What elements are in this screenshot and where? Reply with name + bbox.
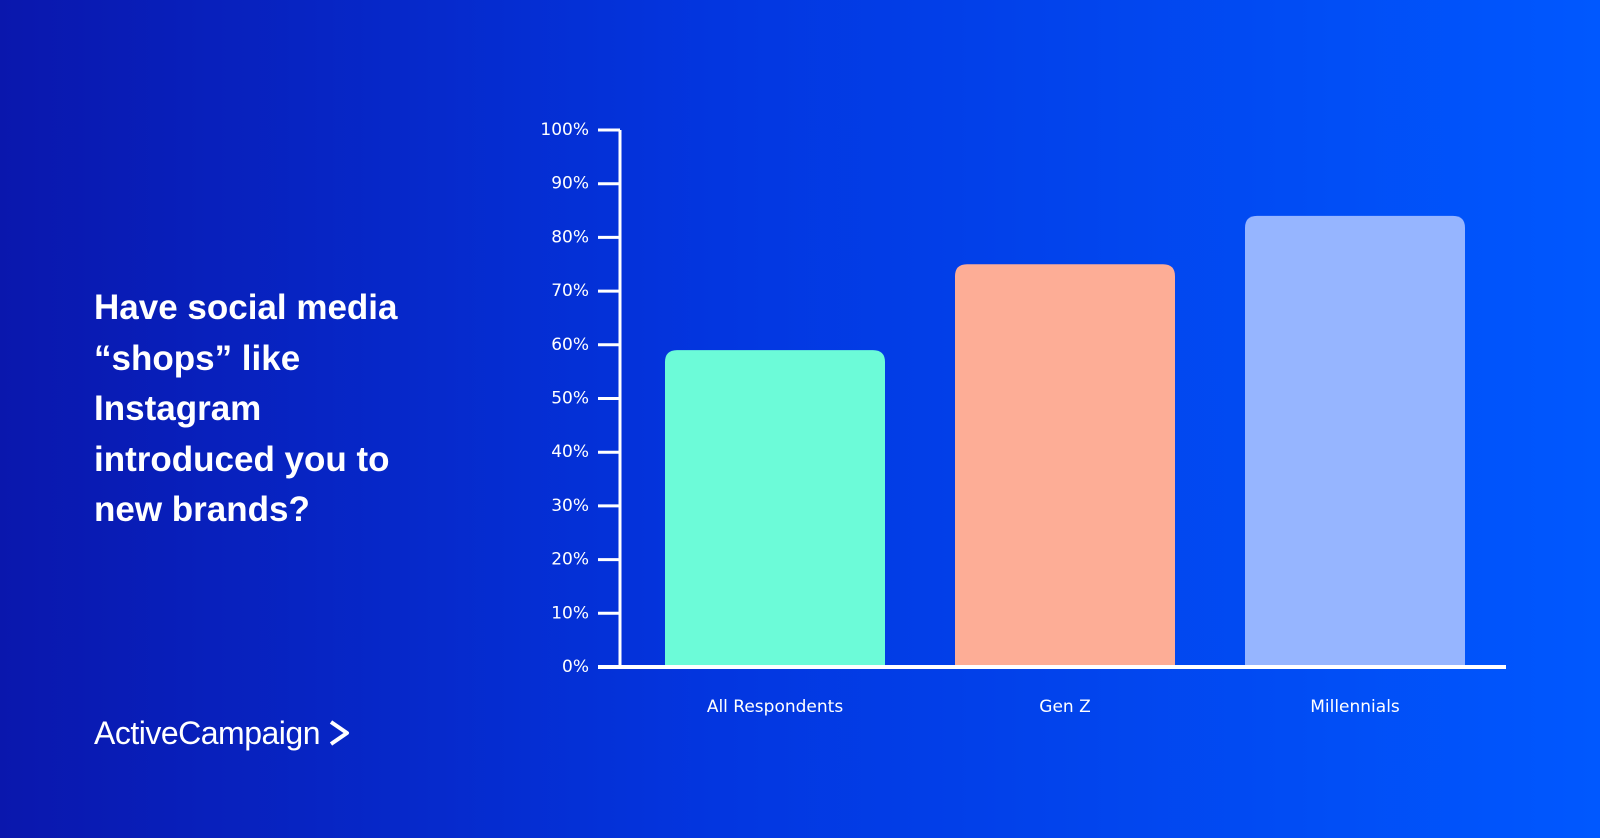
y-tick-label: 50% — [551, 389, 589, 409]
y-tick-label: 70% — [551, 281, 589, 301]
y-tick-label: 20% — [551, 550, 589, 570]
x-tick-label: Gen Z — [1039, 697, 1090, 717]
y-tick-label: 90% — [551, 174, 589, 194]
y-tick-label: 80% — [551, 227, 589, 247]
bar — [1245, 215, 1465, 668]
bar — [665, 350, 885, 667]
y-tick-label: 100% — [540, 120, 589, 140]
brand-name: ActiveCampaign — [94, 715, 321, 751]
x-tick-label: All Respondents — [707, 697, 844, 717]
y-tick-label: 10% — [551, 603, 589, 623]
y-tick-label: 60% — [551, 335, 589, 355]
y-tick-label: 0% — [562, 657, 589, 677]
y-tick-label: 40% — [551, 442, 589, 462]
bar — [955, 264, 1175, 667]
x-tick-label: Millennials — [1310, 697, 1400, 717]
brand-chevron — [329, 720, 349, 746]
y-tick-label: 30% — [551, 496, 589, 516]
brand-logo: ActiveCampaign — [94, 715, 352, 752]
chart-title: Have social media “shops” like Instagram… — [94, 288, 398, 529]
